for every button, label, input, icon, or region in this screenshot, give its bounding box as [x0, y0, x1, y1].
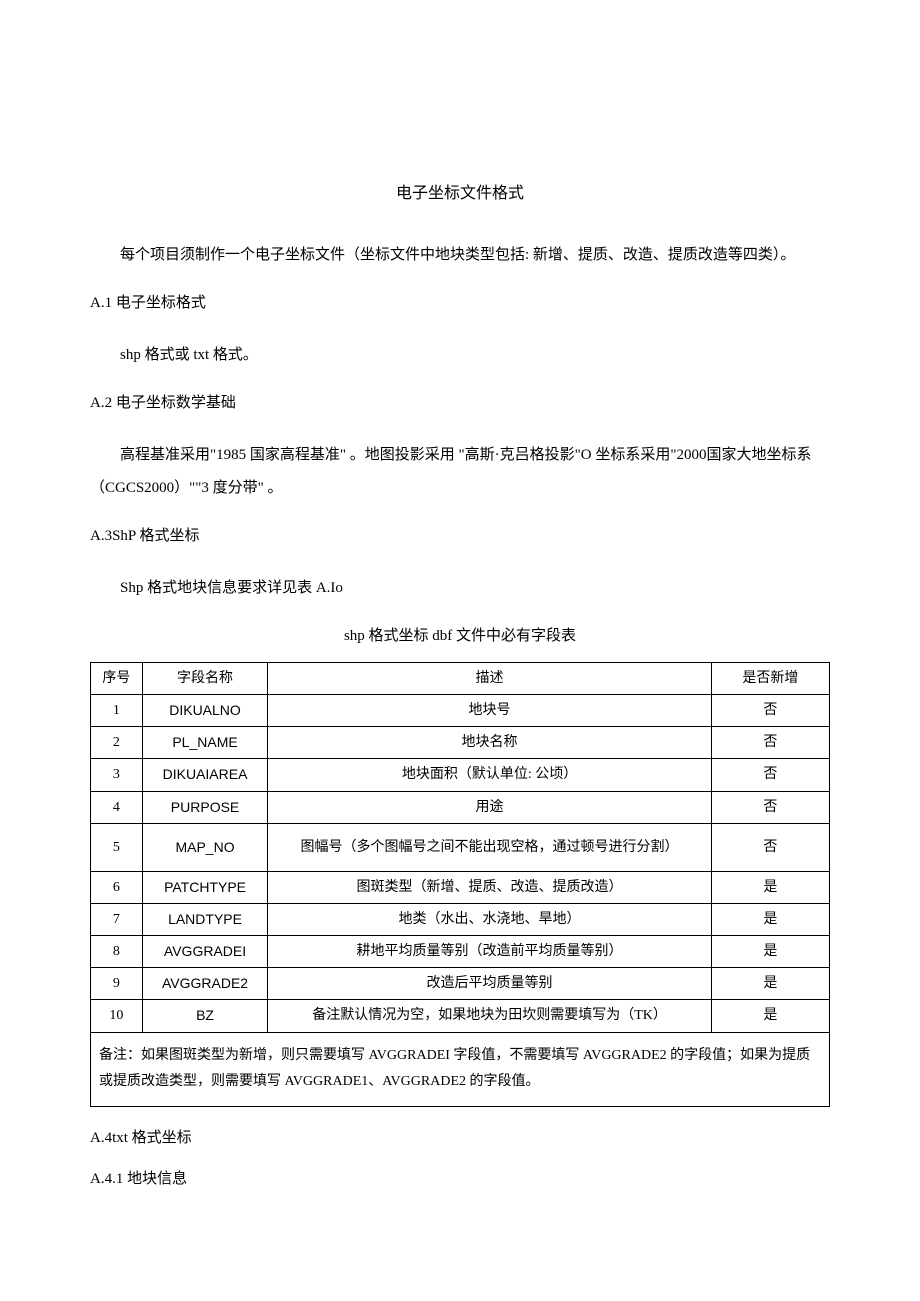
table-row: 4 PURPOSE 用途 否: [91, 791, 830, 823]
section-a3-body: Shp 格式地块信息要求详见表 A.Io: [90, 572, 830, 605]
cell-seq: 1: [91, 694, 143, 726]
cell-seq: 4: [91, 791, 143, 823]
cell-field: PL_NAME: [142, 727, 268, 759]
table-note: 备注：如果图斑类型为新增，则只需要填写 AVGGRADEI 字段值，不需要填写 …: [91, 1032, 830, 1106]
cell-field: BZ: [142, 1000, 268, 1032]
cell-isnew: 否: [711, 823, 829, 871]
table-header-row: 序号 字段名称 描述 是否新增: [91, 662, 830, 694]
cell-desc: 耕地平均质量等别（改造前平均质量等别）: [268, 936, 711, 968]
cell-desc: 地块名称: [268, 727, 711, 759]
section-a4-1-heading: A.4.1 地块信息: [90, 1166, 830, 1193]
cell-seq: 5: [91, 823, 143, 871]
cell-isnew: 否: [711, 759, 829, 791]
cell-field: PATCHTYPE: [142, 871, 268, 903]
section-a2-heading: A.2 电子坐标数学基础: [90, 390, 830, 417]
section-a4-heading: A.4txt 格式坐标: [90, 1125, 830, 1152]
document-title: 电子坐标文件格式: [90, 180, 830, 209]
cell-seq: 9: [91, 968, 143, 1000]
header-seq: 序号: [91, 662, 143, 694]
cell-isnew: 是: [711, 968, 829, 1000]
cell-seq: 6: [91, 871, 143, 903]
table-row: 9 AVGGRADE2 改造后平均质量等别 是: [91, 968, 830, 1000]
cell-seq: 8: [91, 936, 143, 968]
cell-field: LANDTYPE: [142, 903, 268, 935]
section-a3-heading: A.3ShP 格式坐标: [90, 523, 830, 550]
table-note-row: 备注：如果图斑类型为新增，则只需要填写 AVGGRADEI 字段值，不需要填写 …: [91, 1032, 830, 1106]
cell-isnew: 是: [711, 871, 829, 903]
fields-table: 序号 字段名称 描述 是否新增 1 DIKUALNO 地块号 否 2 PL_NA…: [90, 662, 830, 1107]
table-row: 2 PL_NAME 地块名称 否: [91, 727, 830, 759]
section-a1-heading: A.1 电子坐标格式: [90, 290, 830, 317]
header-field: 字段名称: [142, 662, 268, 694]
cell-isnew: 否: [711, 791, 829, 823]
cell-seq: 2: [91, 727, 143, 759]
table-row: 8 AVGGRADEI 耕地平均质量等别（改造前平均质量等别） 是: [91, 936, 830, 968]
table-row: 7 LANDTYPE 地类（水出、水浇地、旱地） 是: [91, 903, 830, 935]
header-isnew: 是否新增: [711, 662, 829, 694]
table-caption: shp 格式坐标 dbf 文件中必有字段表: [90, 623, 830, 650]
cell-field: PURPOSE: [142, 791, 268, 823]
cell-isnew: 是: [711, 936, 829, 968]
table-row: 10 BZ 备注默认情况为空，如果地块为田坎则需要填写为（TK） 是: [91, 1000, 830, 1032]
cell-seq: 3: [91, 759, 143, 791]
cell-seq: 10: [91, 1000, 143, 1032]
cell-field: DIKUALNO: [142, 694, 268, 726]
cell-seq: 7: [91, 903, 143, 935]
header-desc: 描述: [268, 662, 711, 694]
table-row: 5 MAP_NO 图幅号（多个图幅号之间不能出现空格，通过顿号进行分割） 否: [91, 823, 830, 871]
section-a2-body: 高程基准采用"1985 国家高程基准" 。地图投影采用 "高斯·克吕格投影"O …: [90, 439, 830, 505]
cell-isnew: 否: [711, 727, 829, 759]
cell-desc: 用途: [268, 791, 711, 823]
cell-desc: 地块号: [268, 694, 711, 726]
cell-desc: 图幅号（多个图幅号之间不能出现空格，通过顿号进行分割）: [268, 823, 711, 871]
cell-desc: 地类（水出、水浇地、旱地）: [268, 903, 711, 935]
cell-isnew: 是: [711, 903, 829, 935]
table-row: 1 DIKUALNO 地块号 否: [91, 694, 830, 726]
cell-desc: 改造后平均质量等别: [268, 968, 711, 1000]
table-row: 6 PATCHTYPE 图斑类型（新增、提质、改造、提质改造） 是: [91, 871, 830, 903]
cell-desc: 图斑类型（新增、提质、改造、提质改造）: [268, 871, 711, 903]
cell-field: AVGGRADE2: [142, 968, 268, 1000]
cell-isnew: 是: [711, 1000, 829, 1032]
cell-field: DIKUAIAREA: [142, 759, 268, 791]
cell-desc: 备注默认情况为空，如果地块为田坎则需要填写为（TK）: [268, 1000, 711, 1032]
cell-desc: 地块面积（默认单位: 公顷）: [268, 759, 711, 791]
cell-field: AVGGRADEI: [142, 936, 268, 968]
intro-paragraph: 每个项目须制作一个电子坐标文件（坐标文件中地块类型包括: 新增、提质、改造、提质…: [90, 239, 830, 272]
table-row: 3 DIKUAIAREA 地块面积（默认单位: 公顷） 否: [91, 759, 830, 791]
cell-isnew: 否: [711, 694, 829, 726]
section-a1-body: shp 格式或 txt 格式。: [90, 339, 830, 372]
cell-field: MAP_NO: [142, 823, 268, 871]
